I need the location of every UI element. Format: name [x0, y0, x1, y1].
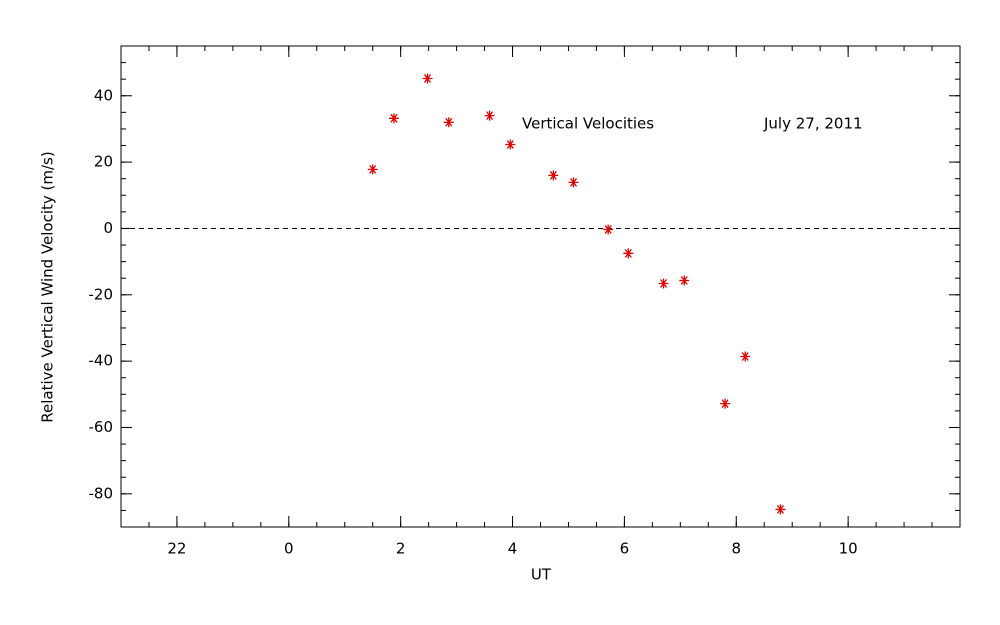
point: [388, 113, 399, 124]
point: [548, 170, 559, 181]
x-tick-label: 22: [167, 540, 186, 558]
x-tick-label: 2: [396, 540, 406, 558]
point: [484, 110, 495, 121]
point: [505, 139, 516, 150]
x-tick-label: 8: [731, 540, 741, 558]
y-tick-label: 20: [94, 153, 113, 171]
point: [740, 351, 751, 362]
y-tick-label: 0: [103, 219, 113, 237]
point: [775, 504, 786, 515]
point: [658, 278, 669, 289]
annotation: July 27, 2011: [763, 115, 863, 133]
point: [568, 177, 579, 188]
x-tick-label: 10: [839, 540, 858, 558]
point: [443, 117, 454, 128]
point: [603, 224, 614, 235]
x-tick-label: 6: [620, 540, 630, 558]
point: [623, 248, 634, 259]
annotation: Vertical Velocities: [522, 115, 654, 133]
y-tick-label: -60: [89, 418, 114, 436]
y-tick-label: -40: [89, 352, 114, 370]
point: [422, 73, 433, 84]
x-axis-label: UT: [531, 566, 552, 584]
y-tick-label: 40: [94, 86, 113, 104]
y-tick-label: -80: [89, 484, 114, 502]
x-tick-label: 4: [508, 540, 518, 558]
point: [720, 398, 731, 409]
point: [367, 164, 378, 175]
y-axis-label: Relative Vertical Wind Velocity (m/s): [39, 151, 57, 422]
x-tick-label: 0: [284, 540, 294, 558]
point: [679, 275, 690, 286]
y-tick-label: -20: [89, 285, 114, 303]
